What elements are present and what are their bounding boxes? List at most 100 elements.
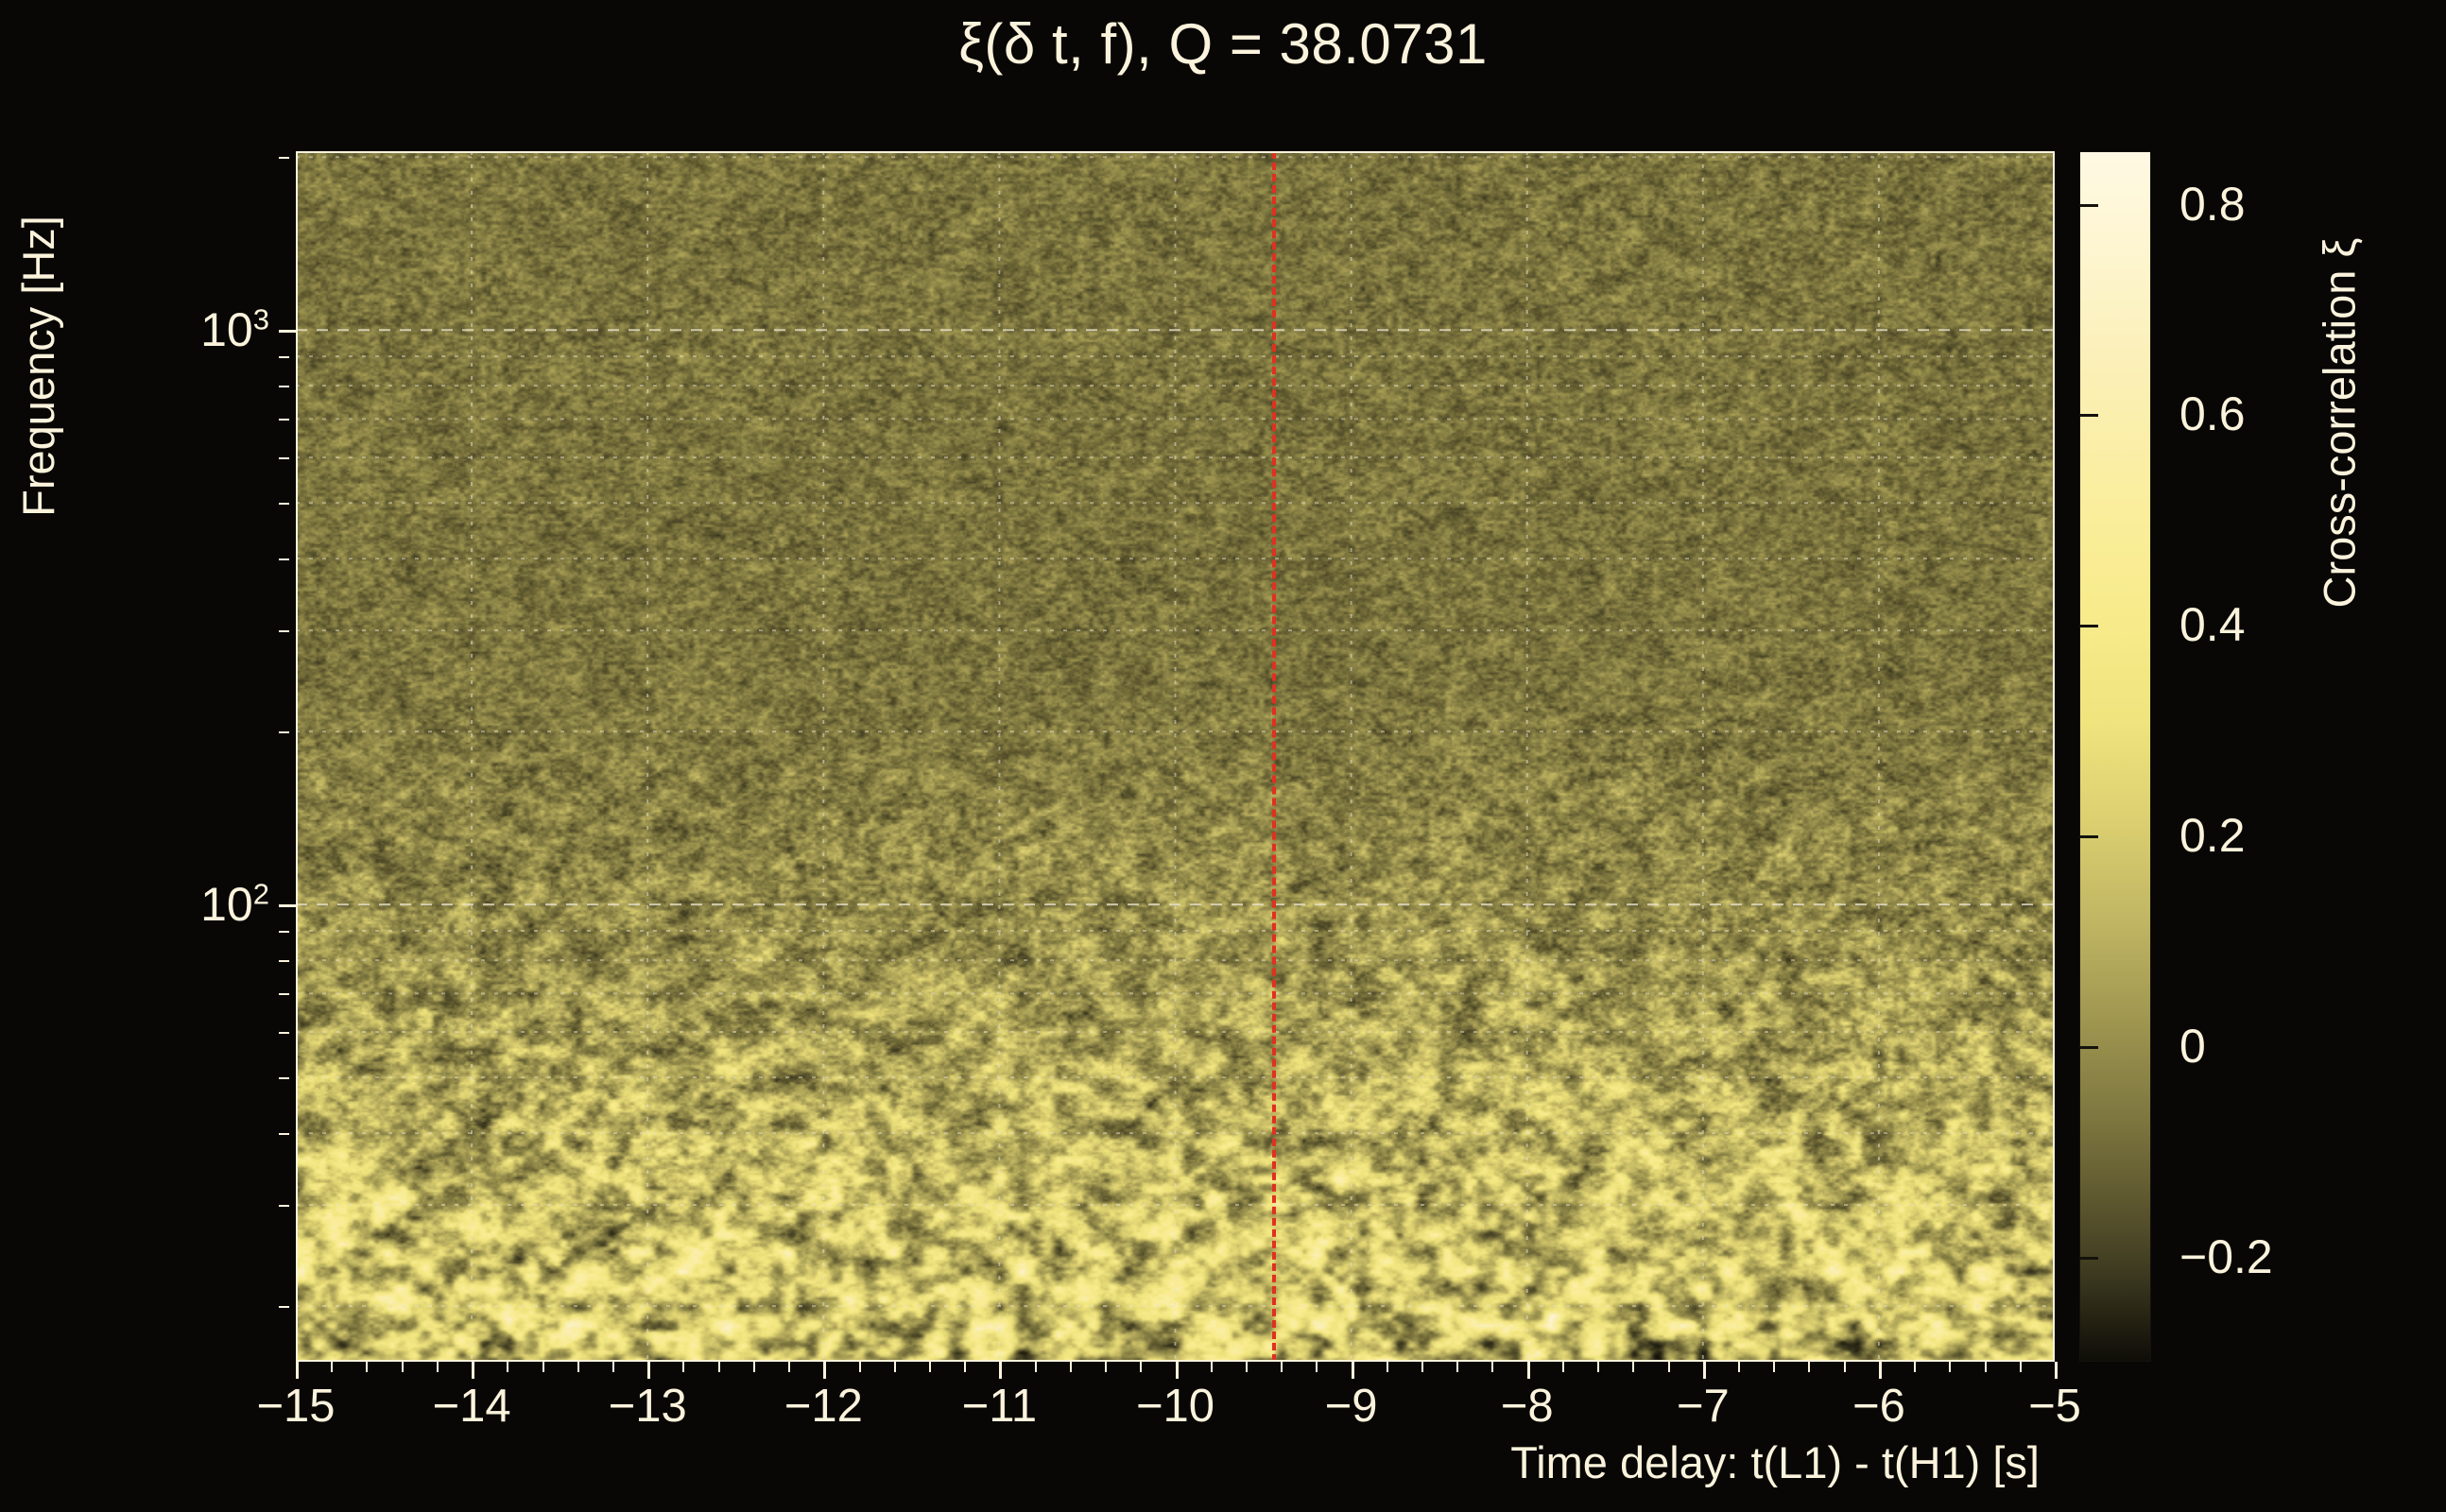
x-axis-minor-tick xyxy=(1316,1362,1318,1372)
x-axis-tick-label: −13 xyxy=(608,1381,687,1432)
x-axis-tick xyxy=(1702,1362,1706,1379)
x-axis-tick xyxy=(472,1362,475,1379)
x-axis-minor-tick xyxy=(1281,1362,1283,1372)
x-axis-tick-label: −14 xyxy=(432,1381,511,1432)
x-axis-minor-tick xyxy=(1456,1362,1459,1372)
x-axis-minor-tick xyxy=(542,1362,544,1372)
colorbar-tick-label: 0.2 xyxy=(2179,809,2246,863)
y-axis-minor-tick xyxy=(279,993,289,996)
x-axis-tick-label: −9 xyxy=(1324,1381,1378,1432)
x-axis-tick xyxy=(1878,1362,1882,1379)
y-axis-minor-tick xyxy=(279,558,289,561)
x-axis-minor-tick xyxy=(1105,1362,1108,1372)
colorbar-tick xyxy=(2079,1256,2098,1260)
x-axis-minor-tick xyxy=(1140,1362,1143,1372)
y-axis-minor-tick xyxy=(279,1306,289,1309)
y-axis-tick xyxy=(279,904,296,908)
y-axis-tick-label: 102 xyxy=(200,877,269,932)
y-axis-minor-tick xyxy=(279,930,289,933)
x-axis-minor-tick xyxy=(1491,1362,1494,1372)
x-axis-tick xyxy=(1351,1362,1354,1379)
colorbar-tick xyxy=(2079,835,2098,839)
y-axis-minor-tick xyxy=(279,731,289,734)
x-axis-minor-tick xyxy=(1984,1362,1987,1372)
x-axis-minor-tick xyxy=(1245,1362,1248,1372)
x-axis-tick xyxy=(1175,1362,1179,1379)
x-axis-minor-tick xyxy=(1667,1362,1670,1372)
y-axis-minor-tick xyxy=(279,419,289,421)
x-axis-minor-tick xyxy=(1808,1362,1811,1372)
x-axis-minor-tick xyxy=(577,1362,579,1372)
colorbar-tick xyxy=(2079,203,2098,207)
x-axis-minor-tick xyxy=(1561,1362,1564,1372)
y-axis-minor-tick xyxy=(279,457,289,460)
x-axis-minor-tick xyxy=(928,1362,931,1372)
colorbar-tick xyxy=(2079,1045,2098,1049)
x-axis-minor-tick xyxy=(366,1362,369,1372)
x-axis-tick xyxy=(999,1362,1003,1379)
x-axis-minor-tick xyxy=(436,1362,439,1372)
y-axis-minor-tick xyxy=(279,1133,289,1136)
x-axis-minor-tick xyxy=(1069,1362,1072,1372)
y-axis-minor-tick xyxy=(279,157,289,160)
x-axis-minor-tick xyxy=(717,1362,720,1372)
x-axis-title: Time delay: t(L1) - t(H1) [s] xyxy=(1510,1437,2040,1487)
x-axis-tick-label: −11 xyxy=(961,1381,1038,1432)
y-axis-tick-label: 103 xyxy=(200,302,269,357)
y-axis-minor-tick xyxy=(279,630,289,633)
x-axis-minor-tick xyxy=(893,1362,896,1372)
x-axis-tick-label: −5 xyxy=(2028,1381,2081,1432)
x-axis-tick-label: −12 xyxy=(784,1381,863,1432)
colorbar-title-text: Cross-correlation ξ xyxy=(2314,237,2365,609)
x-axis-minor-tick xyxy=(1034,1362,1037,1372)
time-delay-marker-line xyxy=(1271,151,1276,1362)
x-axis-tick-label: −6 xyxy=(1852,1381,1905,1432)
x-axis-minor-tick xyxy=(964,1362,967,1372)
y-axis-minor-tick xyxy=(279,356,289,359)
x-axis-minor-tick xyxy=(1421,1362,1424,1372)
colorbar-tick xyxy=(2079,414,2098,418)
y-axis-minor-tick xyxy=(279,1205,289,1208)
x-axis-minor-tick xyxy=(752,1362,755,1372)
x-axis-minor-tick xyxy=(788,1362,791,1372)
colorbar-tick-label: 0.4 xyxy=(2179,598,2246,652)
colorbar-tick-label: 0 xyxy=(2179,1019,2206,1073)
x-axis-tick-label: −15 xyxy=(256,1381,336,1432)
x-axis-tick-label: −7 xyxy=(1676,1381,1730,1432)
x-axis-tick xyxy=(1526,1362,1530,1379)
colorbar-tick-label: 0.6 xyxy=(2179,387,2246,441)
x-axis-minor-tick xyxy=(1738,1362,1741,1372)
y-axis-minor-tick xyxy=(279,1032,289,1035)
x-axis-minor-tick xyxy=(1949,1362,1952,1372)
x-axis-tick-label: −10 xyxy=(1135,1381,1215,1432)
colorbar-tick-label: −0.2 xyxy=(2179,1229,2273,1283)
x-axis-minor-tick xyxy=(1914,1362,1917,1372)
y-axis-title: Frequency [Hz] xyxy=(0,151,76,813)
x-axis-tick xyxy=(296,1362,299,1379)
x-axis-tick xyxy=(2055,1362,2058,1379)
colorbar-tick xyxy=(2079,625,2098,628)
y-axis-title-text: Frequency [Hz] xyxy=(12,215,63,517)
y-axis-minor-tick xyxy=(279,386,289,388)
heatmap-image xyxy=(296,151,2055,1362)
colorbar-gradient xyxy=(2079,151,2151,1362)
x-axis-tick-label: −8 xyxy=(1500,1381,1554,1432)
heatmap-plot-area[interactable] xyxy=(296,151,2055,1362)
x-axis-minor-tick xyxy=(1773,1362,1776,1372)
y-axis-tick xyxy=(279,330,296,334)
x-axis-minor-tick xyxy=(612,1362,614,1372)
x-axis-minor-tick xyxy=(1210,1362,1213,1372)
x-axis-minor-tick xyxy=(331,1362,334,1372)
y-axis-minor-tick xyxy=(279,503,289,506)
x-axis-tick xyxy=(823,1362,827,1379)
x-axis-minor-tick xyxy=(507,1362,509,1372)
x-axis-tick xyxy=(647,1362,651,1379)
colorbar-title: Cross-correlation ξ xyxy=(2297,151,2382,1362)
y-axis-minor-tick xyxy=(279,960,289,963)
x-axis-minor-tick xyxy=(401,1362,404,1372)
x-axis-minor-tick xyxy=(2019,1362,2022,1372)
x-axis-minor-tick xyxy=(1386,1362,1388,1372)
x-axis-minor-tick xyxy=(858,1362,861,1372)
x-axis-minor-tick xyxy=(682,1362,685,1372)
